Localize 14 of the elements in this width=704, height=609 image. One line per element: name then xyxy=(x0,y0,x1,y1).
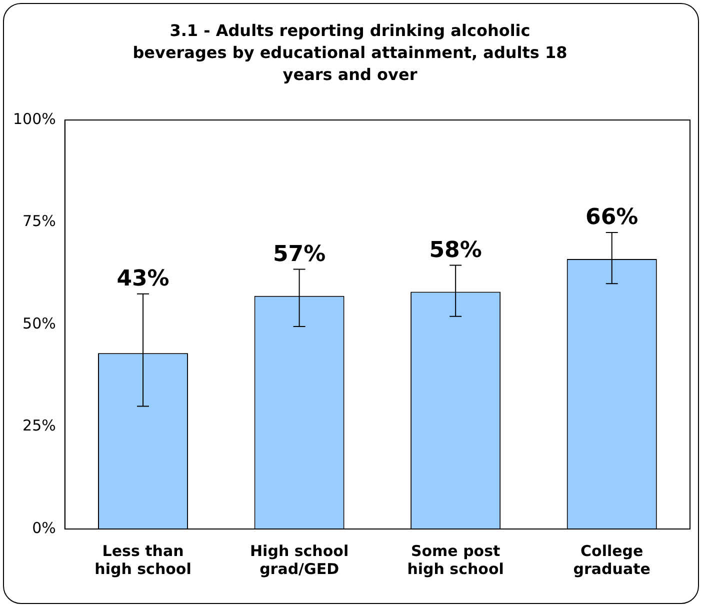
data-label: 43% xyxy=(116,266,170,292)
y-tick-label: 50% xyxy=(22,314,56,332)
data-label: 66% xyxy=(586,205,638,230)
y-tick-label: 100% xyxy=(12,110,56,128)
y-tick-label: 25% xyxy=(22,416,56,435)
x-tick-label: Some post high school xyxy=(407,542,504,578)
chart-title: 3.1 - Adults reporting drinking alcoholic beverages by educational attainment, adults 18 years and over xyxy=(132,20,568,86)
x-tick-label: High school grad/GED xyxy=(250,542,349,578)
data-label: 58% xyxy=(429,238,482,263)
y-tick-label: 0% xyxy=(32,518,56,537)
y-tick-label: 75% xyxy=(22,212,56,230)
x-tick-label: College graduate xyxy=(573,542,650,578)
x-tick-label: Less than high school xyxy=(94,542,192,578)
data-label: 57% xyxy=(272,242,326,268)
